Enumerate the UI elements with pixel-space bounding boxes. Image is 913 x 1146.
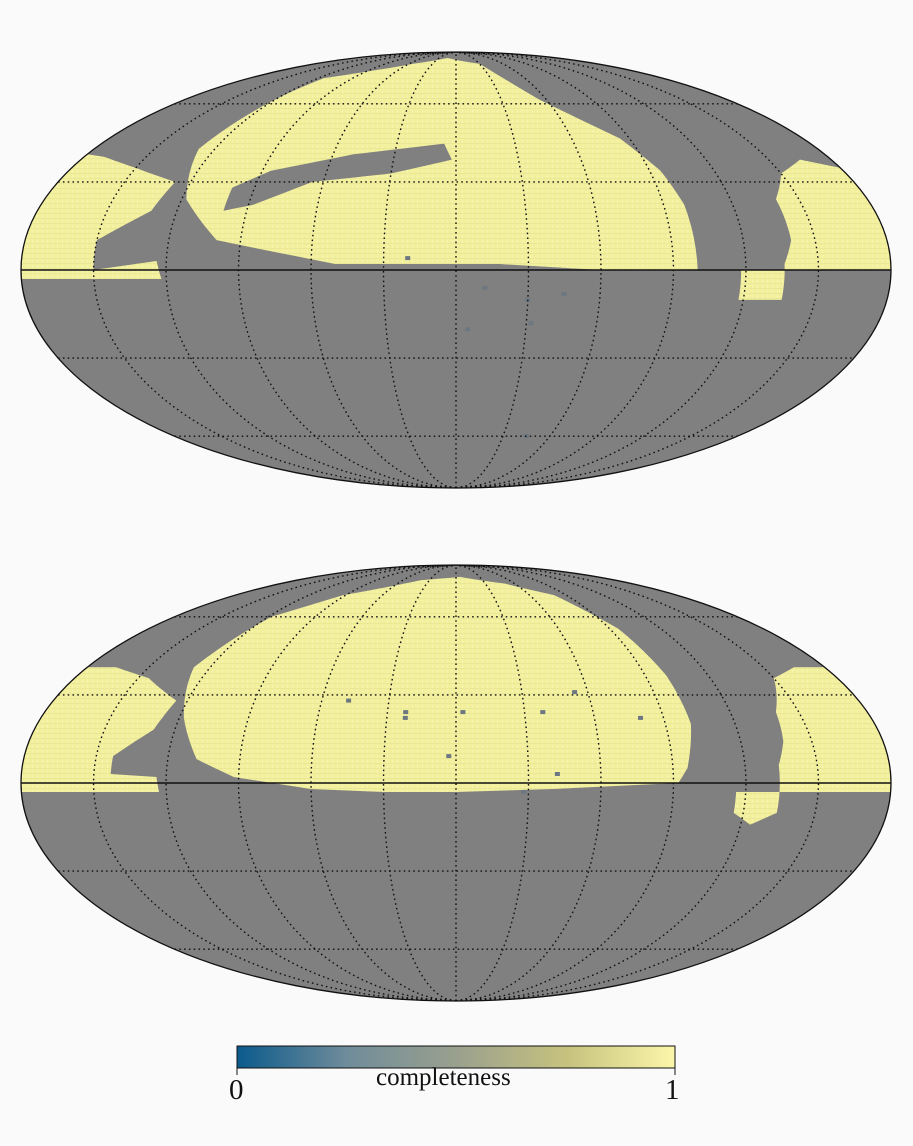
graticule-meridian xyxy=(455,565,602,1001)
masked-pixel xyxy=(572,690,578,695)
map-outline xyxy=(20,564,892,1002)
colorbar-gradient xyxy=(236,1045,676,1069)
footprint-texture-ngc-cap xyxy=(186,58,698,271)
masked-pixel xyxy=(460,710,466,715)
graticule-meridian xyxy=(310,565,457,1001)
graticule-meridian xyxy=(455,565,747,1001)
colorbar xyxy=(236,1045,676,1075)
graticule-meridian xyxy=(455,565,530,1001)
graticule-meridian xyxy=(455,52,602,488)
bottom-mollweide-map xyxy=(20,564,892,1002)
masked-pixel xyxy=(446,754,452,759)
graticule-meridian xyxy=(165,52,457,488)
graticule-meridian xyxy=(382,565,457,1001)
masked-pixel xyxy=(405,256,411,261)
graticule-meridian xyxy=(165,565,457,1001)
masked-pixel xyxy=(521,790,527,794)
masked-pixel xyxy=(540,710,546,715)
footprint-texture-sgc-east xyxy=(733,667,891,825)
footprint-texture-sgc-west xyxy=(21,667,177,792)
masked-pixel xyxy=(638,715,643,720)
colorbar-title: completeness xyxy=(376,1064,511,1091)
masked-pixel xyxy=(402,715,408,720)
masked-pixel xyxy=(528,321,534,326)
footprint-texture-sgc-east xyxy=(738,159,891,300)
graticule-meridian xyxy=(455,52,747,488)
masked-pixel xyxy=(465,327,471,332)
graticule-meridian xyxy=(455,52,530,488)
masked-pixel xyxy=(403,710,409,715)
masked-pixel xyxy=(346,698,352,703)
colorbar-min-label: 0 xyxy=(229,1074,244,1106)
top-mollweide-map xyxy=(20,51,892,489)
footprint-texture-sgc-west xyxy=(21,154,176,279)
masked-pixel xyxy=(482,285,488,290)
masked-pixel xyxy=(561,291,567,296)
graticule-meridian xyxy=(310,52,457,488)
graticule-meridian xyxy=(382,52,457,488)
footprint-texture-ngc-cap xyxy=(183,576,692,792)
masked-pixel xyxy=(554,772,560,776)
map-outline xyxy=(20,51,892,489)
colorbar-max-label: 1 xyxy=(665,1074,680,1106)
